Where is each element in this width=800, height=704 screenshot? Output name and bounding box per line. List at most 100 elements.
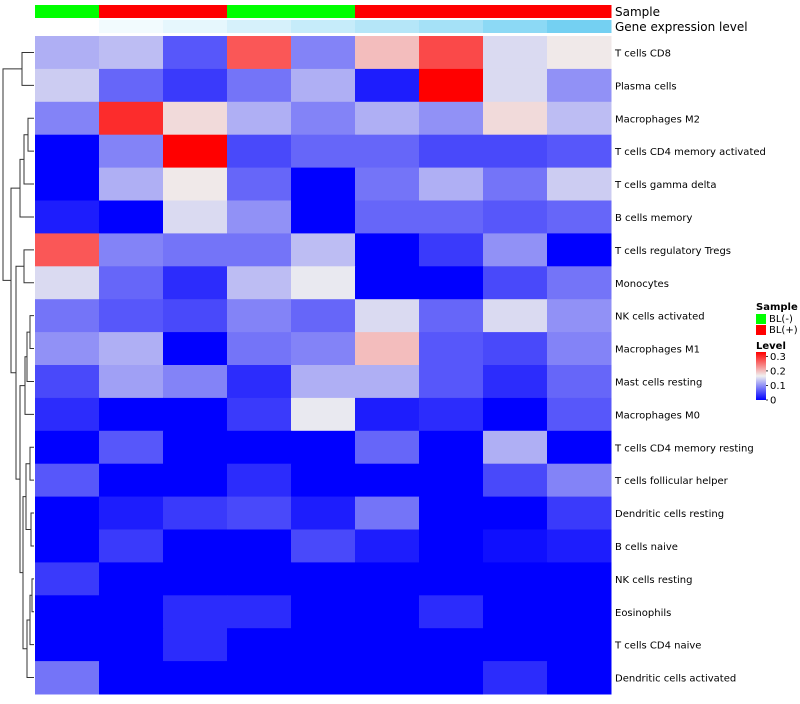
heatmap-cell xyxy=(99,496,164,530)
annotation-cell xyxy=(35,5,100,18)
heatmap-cell xyxy=(483,101,548,136)
heatmap-cell xyxy=(163,365,228,399)
heatmap-cell xyxy=(291,661,356,695)
heatmap-cell xyxy=(163,266,228,300)
heatmap-cell xyxy=(35,661,100,695)
row-label: T cells regulatory Tregs xyxy=(614,246,731,257)
heatmap-cell xyxy=(291,134,356,169)
heatmap-cell xyxy=(35,299,100,333)
row-label: Eosinophils xyxy=(615,608,671,619)
legend-swatch xyxy=(756,314,766,324)
heatmap-cell xyxy=(99,595,164,629)
heatmap-cell xyxy=(227,628,292,662)
dendrogram-branch xyxy=(23,134,34,185)
heatmap-cell xyxy=(291,365,356,399)
heatmap-cell xyxy=(483,299,548,333)
heatmap-cell xyxy=(35,529,100,563)
heatmap-cell xyxy=(163,463,228,498)
legend-tick-label: 0 xyxy=(770,396,776,407)
heatmap-cell xyxy=(547,496,612,530)
heatmap-cell xyxy=(35,233,100,267)
heatmap-cell xyxy=(355,233,420,267)
heatmap-cell xyxy=(355,200,420,234)
heatmap-cell xyxy=(547,167,612,201)
legend-swatch xyxy=(756,325,766,335)
heatmap-cell xyxy=(419,36,484,70)
heatmap-cell xyxy=(227,36,292,70)
heatmap-cell xyxy=(547,397,612,432)
heatmap-cell xyxy=(99,562,164,596)
heatmap-cell xyxy=(227,496,292,530)
heatmap-cell xyxy=(227,299,292,333)
heatmap-cell xyxy=(227,430,292,465)
heatmap-cell xyxy=(419,463,484,498)
heatmap-cell xyxy=(99,332,164,366)
legend-color-bar xyxy=(756,352,766,400)
heatmap-cell xyxy=(547,430,612,465)
heatmap-cell xyxy=(291,36,356,70)
heatmap-cell xyxy=(291,167,356,201)
heatmap-cell xyxy=(547,661,612,695)
heatmap-cell xyxy=(163,628,228,662)
heatmap-cell xyxy=(483,266,548,300)
heatmap-cell xyxy=(419,332,484,366)
heatmap-cell xyxy=(227,397,292,432)
annotation-cell xyxy=(355,5,420,18)
heatmap-cell xyxy=(355,529,420,563)
heatmap-cell xyxy=(355,266,420,300)
heatmap-cell xyxy=(291,496,356,530)
heatmap-cell xyxy=(227,529,292,563)
heatmap-cell xyxy=(99,233,164,267)
heatmap-cell xyxy=(419,529,484,563)
heatmap-cell xyxy=(483,134,548,169)
row-label: Dendritic cells resting xyxy=(615,509,724,520)
heatmap-cell xyxy=(419,266,484,300)
heatmap-cell xyxy=(35,68,100,103)
annotation-cell xyxy=(291,20,356,33)
heatmap-cell xyxy=(355,628,420,662)
row-label: Plasma cells xyxy=(615,81,677,92)
heatmap-cell xyxy=(547,233,612,267)
heatmap-cell xyxy=(547,68,612,103)
heatmap-cell xyxy=(547,134,612,169)
heatmap-cell xyxy=(483,661,548,695)
heatmap-cell xyxy=(547,463,612,498)
heatmap-cell xyxy=(483,68,548,103)
heatmap-cell xyxy=(163,661,228,695)
heatmap-cell xyxy=(291,397,356,432)
heatmap-cell xyxy=(35,266,100,300)
row-label: T cells CD4 naive xyxy=(614,641,701,652)
heatmap-cell xyxy=(227,266,292,300)
heatmap-cell xyxy=(419,200,484,234)
row-label: B cells memory xyxy=(615,213,692,224)
annotation-cell xyxy=(99,5,164,18)
heatmap-cell xyxy=(547,266,612,300)
row-label: Macrophages M1 xyxy=(615,345,700,356)
heatmap-cell xyxy=(419,365,484,399)
heatmap-cell xyxy=(291,595,356,629)
heatmap-cell xyxy=(163,200,228,234)
heatmap-cell xyxy=(547,529,612,563)
heatmap-cell xyxy=(35,101,100,136)
heatmap-cell xyxy=(227,562,292,596)
annotation-cell xyxy=(99,20,164,33)
heatmap-cell xyxy=(547,299,612,333)
row-label: Macrophages M0 xyxy=(615,410,700,421)
heatmap-cell xyxy=(547,36,612,70)
heatmap-cell xyxy=(163,397,228,432)
heatmap-cell xyxy=(291,68,356,103)
heatmap-cell xyxy=(227,463,292,498)
legend-level-title: Level xyxy=(756,341,786,352)
heatmap-cell xyxy=(483,200,548,234)
row-label: T cells follicular helper xyxy=(614,476,729,487)
heatmap-cell xyxy=(35,332,100,366)
heatmap-cell xyxy=(483,233,548,267)
heatmap-cell xyxy=(483,463,548,498)
heatmap-cell xyxy=(35,167,100,201)
annotation-track-label: Gene expression level xyxy=(615,20,748,34)
heatmap-cell xyxy=(99,167,164,201)
row-label: B cells naive xyxy=(615,542,678,553)
heatmap-cell xyxy=(35,562,100,596)
heatmap-cell xyxy=(419,299,484,333)
annotation-cell xyxy=(163,20,228,33)
